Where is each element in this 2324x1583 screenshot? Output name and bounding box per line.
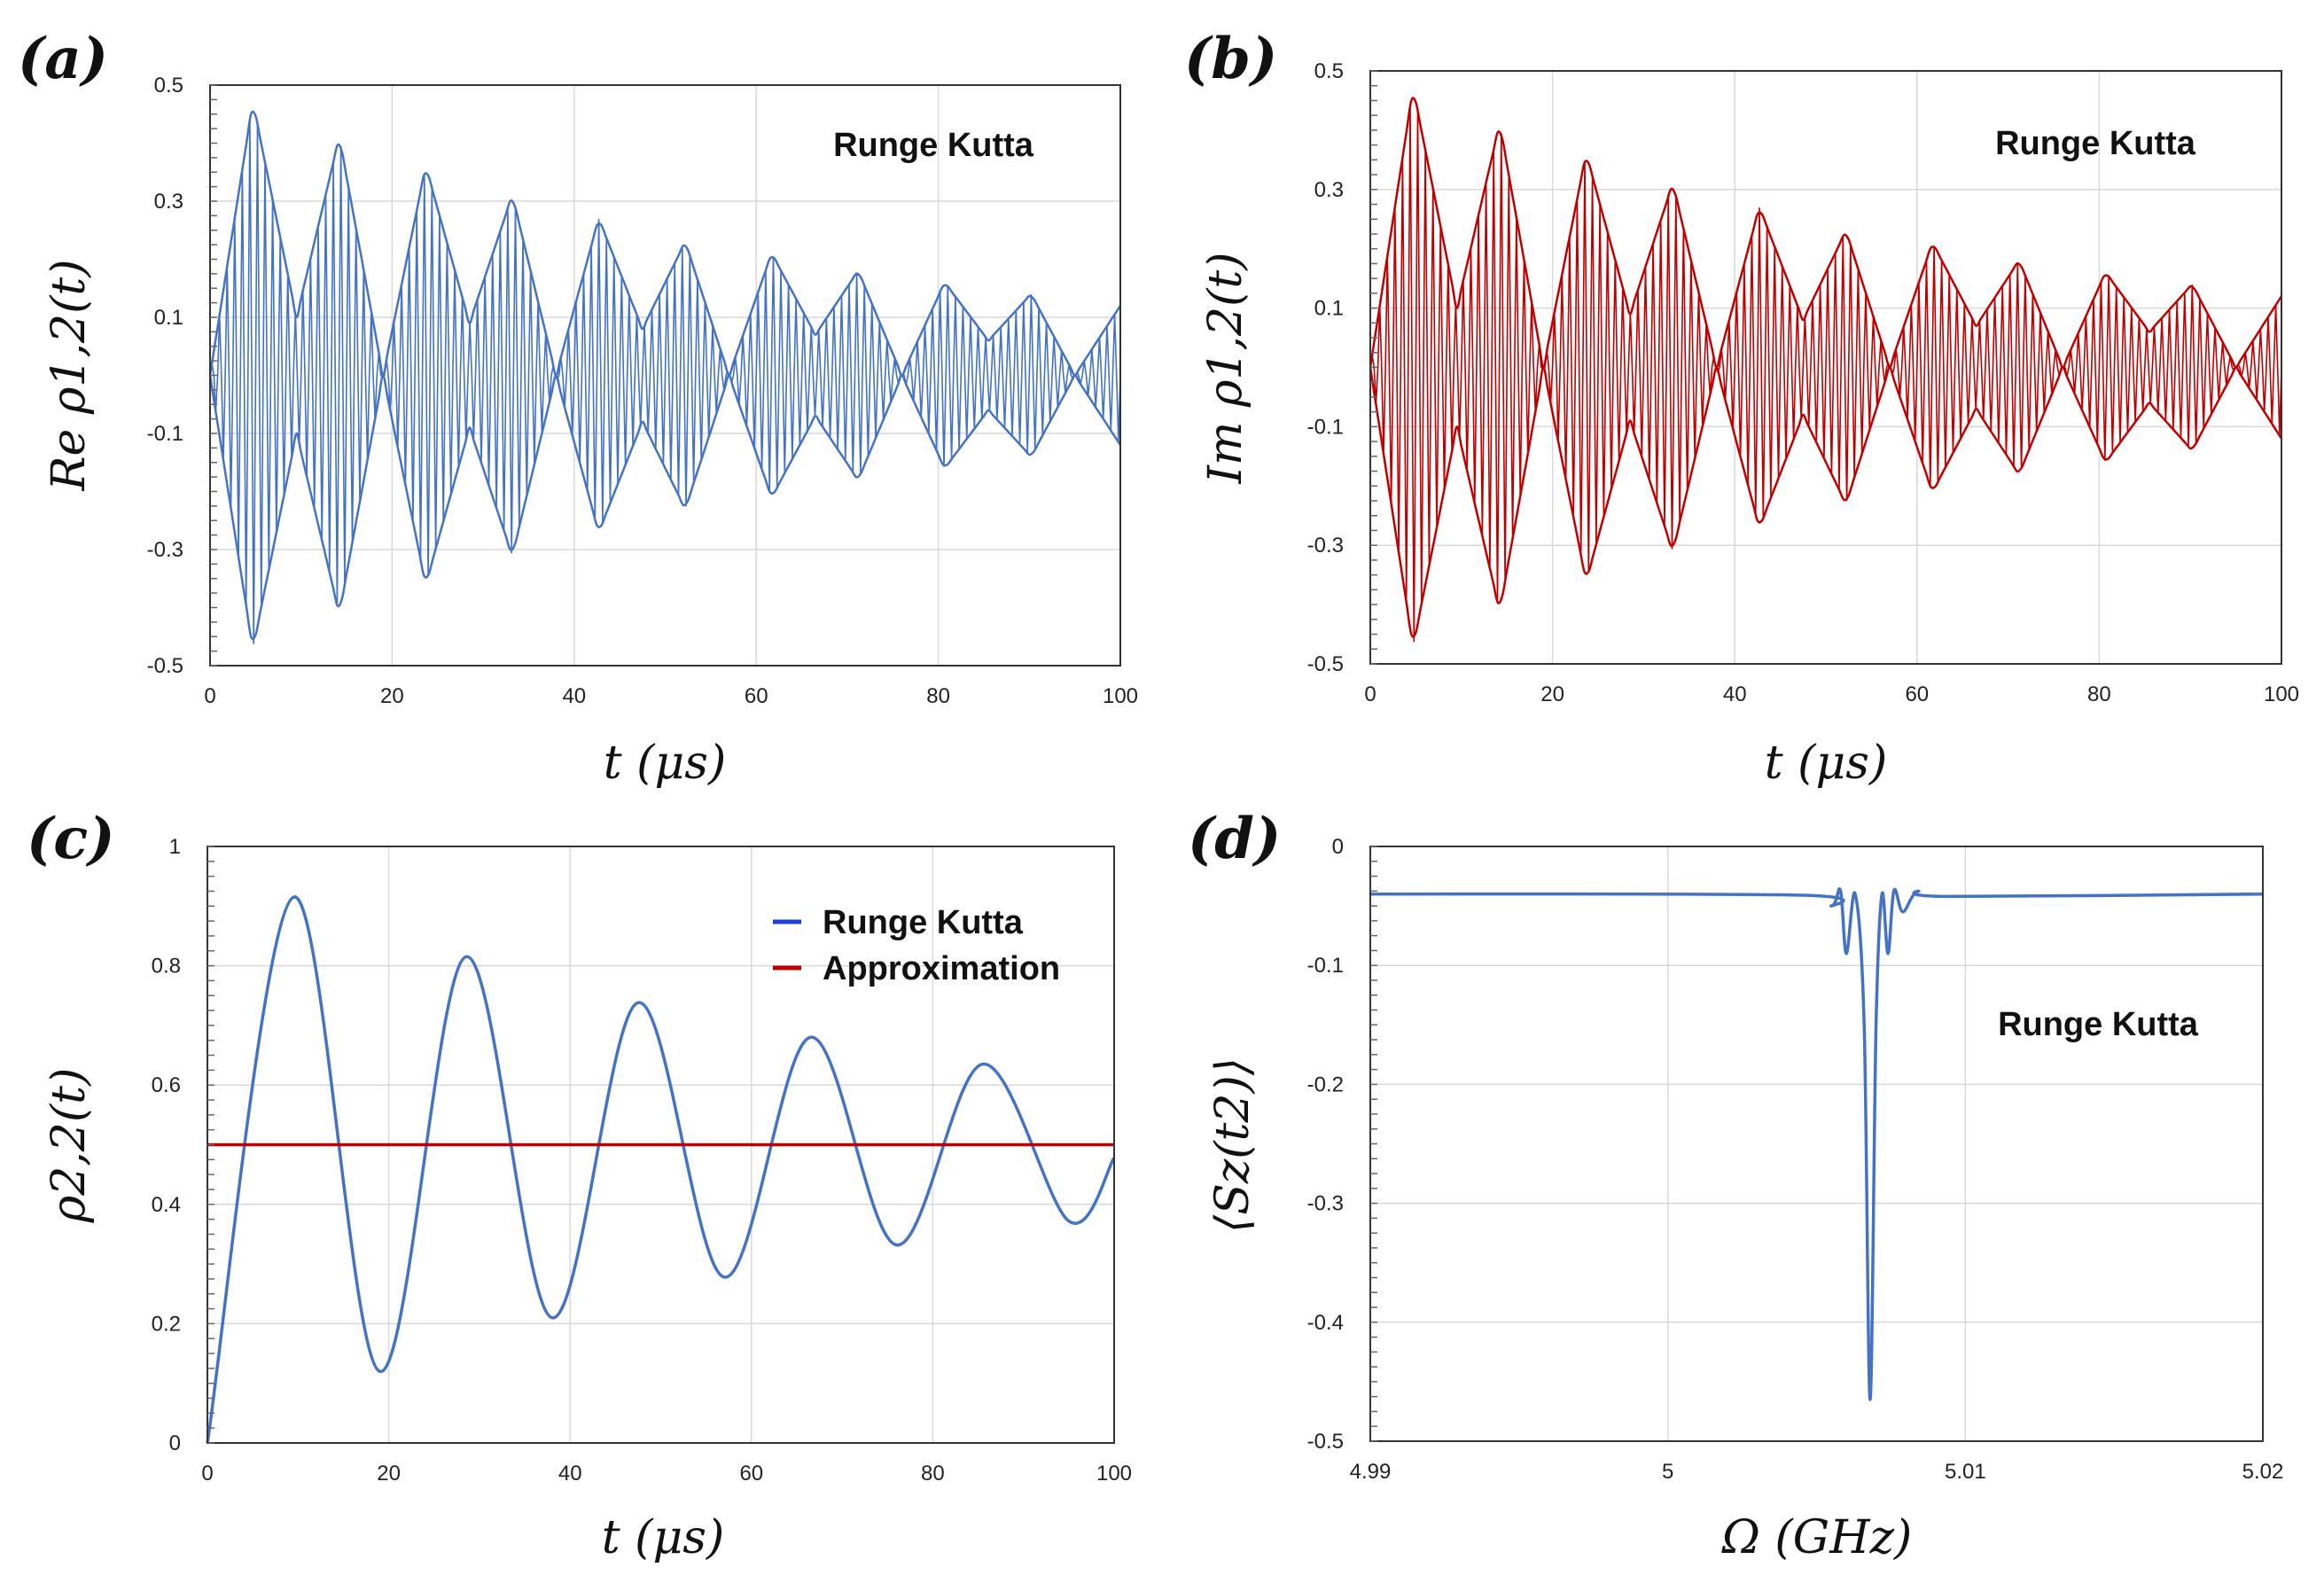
ytick-label-b: 0.3 — [1314, 178, 1344, 202]
ytick-label-a: 0.5 — [154, 74, 183, 97]
ytick-label-d: -0.3 — [1307, 1192, 1344, 1216]
xtick-label-c: 80 — [921, 1462, 945, 1486]
panel-a: (a) 0 20 40 60 80 100 0.5 0.3 0.1 -0.1 -0.3 -0.5 Re… — [18, 26, 1138, 790]
xtick-label-c: 20 — [377, 1462, 401, 1486]
xtick-label-d: 5 — [1662, 1460, 1673, 1484]
xtick-label-b: 80 — [2087, 682, 2111, 706]
xtick-label-a: 60 — [745, 684, 768, 708]
xlabel-b: t (μs) — [1765, 737, 1887, 790]
envelope-upper-b — [1369, 97, 2283, 369]
xtick-label-a: 0 — [204, 684, 215, 708]
xtick-label-b: 60 — [1905, 682, 1929, 706]
ytick-label-b: -0.3 — [1307, 534, 1344, 558]
ytick-label-c: 0.4 — [152, 1193, 181, 1217]
ylabel-b: Im ρ1,2(t) — [1199, 252, 1252, 484]
xtick-label-a: 80 — [926, 684, 950, 708]
ytick-label-d: -0.4 — [1307, 1311, 1344, 1335]
ytick-label-c: 0 — [169, 1431, 181, 1455]
ytick-label-b: -0.1 — [1307, 415, 1344, 439]
xtick-label-a: 100 — [1103, 684, 1138, 708]
ytick-label-a: -0.3 — [147, 538, 183, 562]
envelope-lower-a — [208, 374, 1122, 641]
ylabel-a: Re ρ1,2(t) — [43, 259, 96, 491]
panel-label-a: (a) — [18, 26, 108, 92]
ytick-label-a: -0.1 — [147, 422, 183, 446]
series-line-d-0 — [1369, 887, 2264, 1401]
series-line-b — [1369, 107, 2282, 643]
panel-b: (b) 0 20 40 60 80 100 0.5 0.3 0.1 -0.1 -0.3 -0.5 Im… — [1184, 26, 2299, 790]
xtick-label-a: 40 — [562, 684, 586, 708]
ytick-label-a: 0.1 — [154, 306, 183, 330]
ylabel-c: ρ2,2(t) — [43, 1068, 96, 1224]
xtick-label-b: 40 — [1723, 682, 1747, 706]
ytick-label-a: -0.5 — [147, 654, 183, 678]
legend-label-runge-kutta: Runge Kutta — [823, 904, 1024, 941]
ytick-label-c: 0.2 — [152, 1312, 181, 1336]
series-line-c-0 — [206, 895, 1116, 1444]
ytick-label-c: 0.6 — [152, 1073, 181, 1097]
legend-label-approximation: Approximation — [823, 950, 1060, 987]
xtick-label-c: 0 — [201, 1462, 213, 1486]
ytick-label-d: -0.2 — [1307, 1072, 1344, 1096]
xtick-label-d: 5.01 — [1945, 1460, 1986, 1484]
panel-label-d: (d) — [1188, 806, 1281, 872]
panel-label-b: (b) — [1184, 26, 1277, 92]
ytick-label-b: -0.5 — [1307, 652, 1344, 676]
ytick-label-c: 1 — [169, 835, 181, 859]
ytick-label-c: 0.8 — [152, 955, 181, 979]
annotation-a: Runge Kutta — [833, 127, 1034, 164]
ytick-label-d: 0 — [1332, 835, 1344, 859]
ytick-label-d: -0.1 — [1307, 954, 1344, 978]
ylabel-d: ⟨Sz(t2)⟩ — [1206, 1057, 1259, 1233]
envelope-upper-a — [208, 110, 1122, 377]
xlabel-a: t (μs) — [604, 737, 726, 790]
envelope-lower-b — [1369, 366, 2283, 638]
panel-c: (c) 0 20 40 60 80 100 1 0.8 0.6 0.4 0.2 0 ρ2,2(t) t… — [27, 806, 1132, 1564]
annotation-d: Runge Kutta — [1998, 1006, 2199, 1043]
xlabel-d: Ω (GHz) — [1721, 1511, 1913, 1564]
xtick-label-d: 4.99 — [1350, 1460, 1392, 1484]
xtick-label-b: 100 — [2264, 682, 2299, 706]
xtick-label-b: 20 — [1540, 682, 1564, 706]
xtick-label-c: 60 — [739, 1462, 763, 1486]
xtick-label-c: 100 — [1096, 1462, 1132, 1486]
xtick-label-b: 0 — [1364, 682, 1376, 706]
legend-c: Runge Kutta Approximation — [773, 904, 1060, 987]
series-line-a — [209, 121, 1121, 644]
xtick-label-a: 20 — [380, 684, 404, 708]
ytick-label-a: 0.3 — [154, 190, 183, 214]
xlabel-c: t (μs) — [602, 1511, 724, 1564]
ytick-label-b: 0.1 — [1314, 297, 1344, 321]
plot-frame-d — [1369, 846, 2264, 1442]
ytick-label-d: -0.5 — [1307, 1430, 1344, 1454]
xtick-label-d: 5.02 — [2242, 1460, 2284, 1484]
panel-label-c: (c) — [27, 806, 115, 872]
panel-d: (d) 4.99 5 5.01 5.02 0 -0.1 -0.2 -0.3 -0.4 -0.5 ⟨… — [1188, 806, 2283, 1564]
xtick-label-c: 40 — [558, 1462, 582, 1486]
annotation-b: Runge Kutta — [1995, 125, 2196, 162]
ytick-label-b: 0.5 — [1314, 59, 1344, 83]
